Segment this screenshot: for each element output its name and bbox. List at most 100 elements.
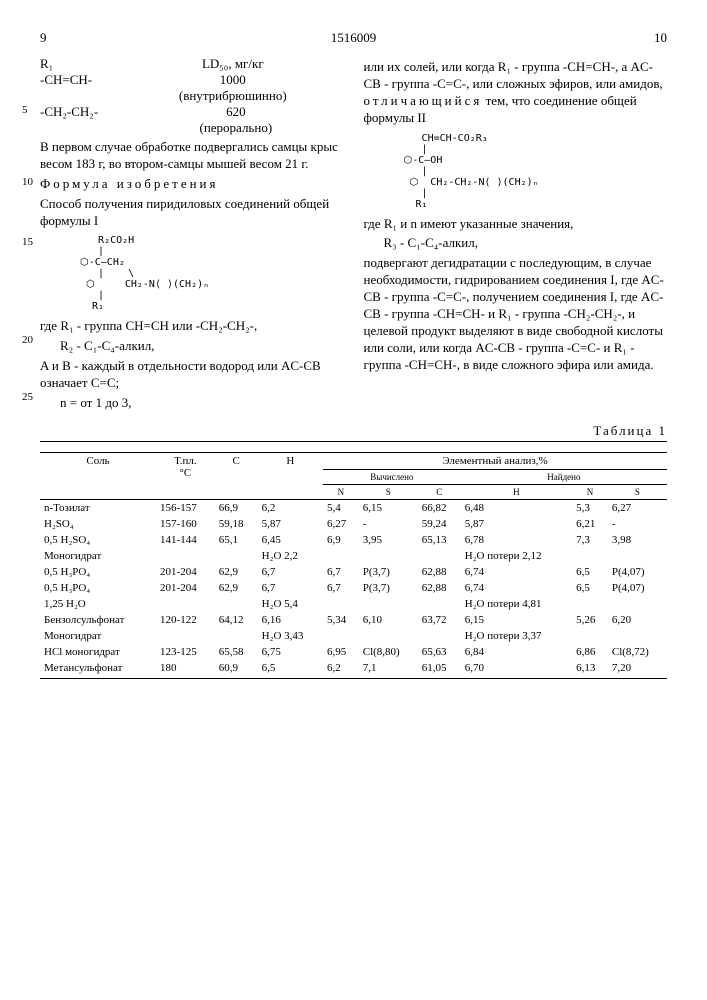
table-cell: 62,9 [215, 564, 258, 580]
where-r2: R₂ - C₁-C₄-алкил, [60, 338, 344, 355]
table-cell: 6,16 [258, 612, 323, 628]
table-cell [572, 548, 608, 564]
patent-number: 1516009 [100, 30, 607, 46]
right-column: или их солей, или когда R₁ - группа -CH=… [364, 56, 668, 415]
where-r1n: где R₁ и n имеют указанные значения, [364, 216, 668, 233]
table-cell: 5,34 [323, 612, 359, 628]
where-ab: A и B - каждый в отдельности водород или… [40, 358, 344, 392]
table-cell [156, 596, 215, 612]
table-cell: 6,2 [258, 499, 323, 516]
line-marker-25: 25 [22, 391, 33, 403]
ld50-value-2: 620 [128, 104, 343, 120]
table-cell: 5,26 [572, 612, 608, 628]
table-cell: H₂O 5,4 [258, 596, 323, 612]
table-cell [608, 628, 667, 644]
th-s2: S [608, 484, 667, 499]
table-cell: Моногидрат [40, 548, 156, 564]
table-cell: 6,74 [461, 564, 572, 580]
paragraph-2: Способ получения пиридиловых соединений … [40, 196, 344, 230]
line-marker-10: 10 [22, 176, 33, 188]
table-cell: 66,9 [215, 499, 258, 516]
th-calc: Вычислено [323, 469, 461, 484]
table-cell: H₂O 2,2 [258, 548, 323, 564]
ld50-value-1: 1000 [122, 72, 343, 88]
table-cell: 5,3 [572, 499, 608, 516]
table-row: 0,5 H₃PO₄201-20462,96,76,7P(3,7)62,886,7… [40, 564, 667, 580]
table-cell: 6,7 [258, 564, 323, 580]
table-cell [215, 628, 258, 644]
ld50-note-1: (внутрибрюшинно) [122, 88, 343, 104]
table-row: Бензолсульфонат120-12264,126,165,346,106… [40, 612, 667, 628]
th-n1: N [323, 484, 359, 499]
table-cell: 6,86 [572, 644, 608, 660]
table-cell: 6,7 [258, 580, 323, 596]
table-row: H₂SO₄157-16059,185,876,27-59,245,876,21- [40, 516, 667, 532]
table-cell: 63,72 [418, 612, 461, 628]
chem-structure-2: CH=CH-CO₂R₃ | ⬡-C—OH | ⬡ CH₂-CH₂-N⟨ ⟩(CH… [404, 133, 668, 210]
table-cell [418, 628, 461, 644]
table-cell: 6,84 [461, 644, 572, 660]
table-cell: 6,10 [359, 612, 418, 628]
table-cell: 3,95 [359, 532, 418, 548]
table-cell: 6,9 [323, 532, 359, 548]
th-h2: H [461, 484, 572, 499]
table-body: n-Тозилат156-15766,96,25,46,1566,826,485… [40, 499, 667, 676]
table-cell: 0,5 H₃PO₄ [40, 564, 156, 580]
table-cell: 66,82 [418, 499, 461, 516]
table-cell: 59,24 [418, 516, 461, 532]
table-cell: P(3,7) [359, 564, 418, 580]
table-cell: 6,48 [461, 499, 572, 516]
table-cell: 1,25 H₂O [40, 596, 156, 612]
table-cell: Бензолсульфонат [40, 612, 156, 628]
table-cell: 6,5 [572, 580, 608, 596]
table-cell: 201-204 [156, 580, 215, 596]
table-row: n-Тозилат156-15766,96,25,46,1566,826,485… [40, 499, 667, 516]
table-cell [156, 628, 215, 644]
page-number-right: 10 [607, 30, 667, 46]
table-cell [359, 548, 418, 564]
table-row: МоногидратH₂O 3,43H₂O потери 3,37 [40, 628, 667, 644]
table-row: 0,5 H₂SO₄141-14465,16,456,93,9565,136,78… [40, 532, 667, 548]
table-cell: 6,15 [359, 499, 418, 516]
table-title: Таблица 1 [40, 423, 667, 439]
paragraph-1: В первом случае обработке подвергались с… [40, 139, 344, 173]
table-cell: HCl моногидрат [40, 644, 156, 660]
compound-label-1: R₁ -CH=CH- [40, 56, 92, 104]
table-cell: 64,12 [215, 612, 258, 628]
right-para-1: или их солей, или когда R₁ - группа -CH=… [364, 59, 668, 127]
line-marker-5: 5 [22, 104, 28, 116]
table-cell: 6,45 [258, 532, 323, 548]
th-found: Найдено [461, 469, 667, 484]
right-para-2: подвергают дегидратации с последующим, в… [364, 255, 668, 373]
table-cell: 6,78 [461, 532, 572, 548]
table-cell: 6,13 [572, 660, 608, 676]
table-cell: H₂SO₄ [40, 516, 156, 532]
th-h: H [258, 452, 323, 499]
table-cell: 6,75 [258, 644, 323, 660]
where-n: n = от 1 до 3, [60, 395, 344, 412]
table-row: Моногидрат H₂O 2,2 H₂O потери 2,12 [40, 548, 667, 564]
table-cell: H₂O потери 2,12 [461, 548, 572, 564]
table-cell: 5,87 [461, 516, 572, 532]
table-cell: P(3,7) [359, 580, 418, 596]
th-c1: C [418, 484, 461, 499]
table-cell: 6,27 [323, 516, 359, 532]
table-cell: 62,88 [418, 564, 461, 580]
ld50-note-2: (перорально) [128, 120, 343, 136]
table-cell: 180 [156, 660, 215, 676]
table-row: 0,5 H₃PO₄201-20462,96,76,7P(3,7)62,886,7… [40, 580, 667, 596]
table-cell: 123-125 [156, 644, 215, 660]
table-cell [323, 596, 359, 612]
th-sol: Соль [40, 452, 156, 499]
table-cell [418, 596, 461, 612]
table-cell: 59,18 [215, 516, 258, 532]
table-cell: 7,1 [359, 660, 418, 676]
table-cell: Моногидрат [40, 628, 156, 644]
table-cell: 0,5 H₃PO₄ [40, 580, 156, 596]
where-r1: где R₁ - группа CH=CH или -CH₂-CH₂-, [40, 318, 344, 335]
table-cell: P(4,07) [608, 564, 667, 580]
table-cell [215, 548, 258, 564]
table-row: 1,25 H₂OH₂O 5,4H₂O потери 4,81 [40, 596, 667, 612]
table-cell [418, 548, 461, 564]
table-cell: 6,70 [461, 660, 572, 676]
